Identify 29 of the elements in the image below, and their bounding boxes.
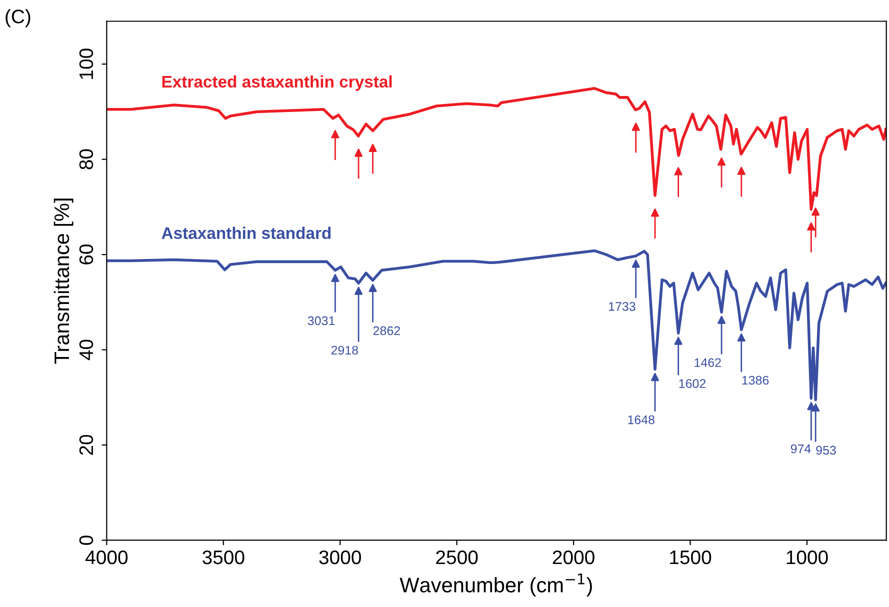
y-tick-label: 100 [79, 48, 94, 79]
annotation: 1733 [609, 302, 636, 311]
x-tick-label: 4000 [86, 550, 128, 564]
series-label: Astaxanthin standard [162, 226, 331, 240]
y-tick-label: 40 [79, 340, 94, 360]
x-tick-label: 2000 [552, 550, 594, 564]
y-tick-label: 0 [79, 536, 94, 545]
x-tick-label: 2500 [436, 550, 478, 564]
annotation: 2918 [331, 346, 358, 355]
annotation: 1386 [742, 376, 769, 385]
x-tick-label: 1500 [670, 550, 712, 564]
text: (C) [6, 9, 30, 28]
annotation: 974 [790, 444, 811, 454]
x-tick-label: 1000 [786, 550, 828, 564]
annotation: 2862 [373, 326, 400, 336]
y-axis-title: Transmittance [%] [54, 198, 74, 364]
annotation: 1462 [694, 358, 721, 368]
series-label: Extracted astaxanthin crystal [162, 75, 392, 91]
y-tick-label: 20 [79, 434, 94, 455]
x-tick-label: 3000 [319, 550, 361, 564]
annotation: 1648 [628, 415, 654, 424]
annotation: 953 [816, 446, 836, 455]
x-tick-label: 3500 [202, 550, 244, 564]
x-axis-title: Wavenumber (cm$^{−1}$) [400, 574, 592, 597]
y-tick-label: 60 [79, 244, 94, 264]
y-tick-label: 80 [79, 149, 94, 170]
annotation: 1602 [679, 379, 706, 388]
annotation: 3031 [308, 316, 335, 326]
line-series [106, 249, 886, 402]
